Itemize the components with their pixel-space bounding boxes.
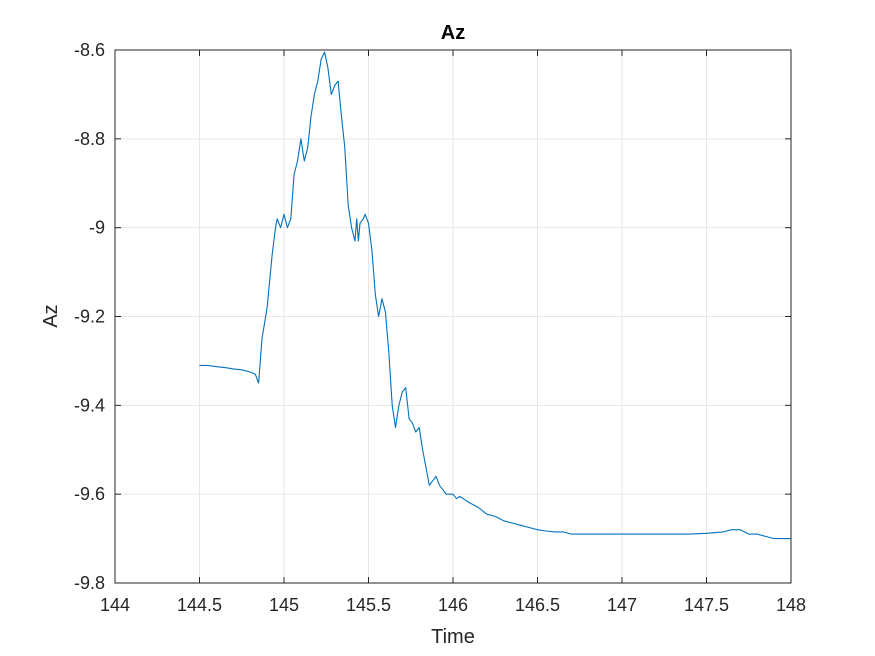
x-tick-label: 145.5 xyxy=(346,595,391,615)
x-tick-label: 147.5 xyxy=(684,595,729,615)
y-tick-label: -9 xyxy=(89,218,105,238)
y-tick-label: -9.4 xyxy=(74,395,105,415)
x-tick-label: 144.5 xyxy=(177,595,222,615)
x-axis-label: Time xyxy=(431,626,475,648)
y-tick-label: -9.8 xyxy=(74,573,105,593)
y-tick-label: -8.8 xyxy=(74,129,105,149)
x-tick-label: 145 xyxy=(269,595,299,615)
y-axis-label: Az xyxy=(40,304,62,327)
y-axis-ticks: -9.8 -9.6 -9.4 -9.2 -9 -8.8 -8.6 xyxy=(74,40,791,593)
series-layer xyxy=(199,51,791,540)
y-tick-label: -8.6 xyxy=(74,40,105,60)
y-tick-label: -9.6 xyxy=(74,484,105,504)
x-tick-label: 148 xyxy=(776,595,806,615)
x-tick-label: 146 xyxy=(438,595,468,615)
x-tick-label: 147 xyxy=(607,595,637,615)
chart-title: Az xyxy=(441,22,465,44)
x-tick-label: 144 xyxy=(100,595,130,615)
series-line xyxy=(199,51,791,540)
y-tick-label: -9.2 xyxy=(74,307,105,327)
x-tick-label: 146.5 xyxy=(515,595,560,615)
x-axis-ticks: 144 144.5 145 145.5 146 146.5 147 147.5 148 xyxy=(100,50,806,615)
